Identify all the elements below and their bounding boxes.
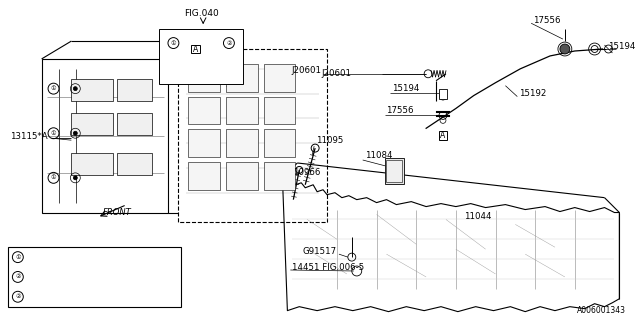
- Bar: [385, 158, 404, 184]
- Circle shape: [74, 131, 77, 135]
- Bar: [226, 162, 258, 190]
- Text: 15192: 15192: [519, 89, 547, 98]
- Bar: [226, 64, 258, 92]
- Bar: [71, 153, 113, 175]
- Text: ①: ①: [51, 175, 56, 180]
- Bar: [117, 79, 152, 100]
- Text: 17556: 17556: [533, 16, 561, 25]
- Bar: [188, 64, 220, 92]
- Polygon shape: [282, 178, 620, 312]
- Text: J20601: J20601: [321, 69, 351, 78]
- Text: G91517: G91517: [303, 247, 337, 256]
- Text: J40811 (’13MY1304-): J40811 (’13MY1304-): [32, 292, 115, 301]
- Bar: [264, 162, 295, 190]
- Bar: [264, 97, 295, 124]
- Text: ②: ②: [15, 294, 20, 299]
- Text: ①: ①: [171, 41, 176, 45]
- Text: 15194: 15194: [609, 42, 636, 51]
- Bar: [179, 49, 327, 222]
- Bar: [188, 162, 220, 190]
- Text: FIG.040: FIG.040: [184, 9, 218, 18]
- Text: 14451 FIG.006-5: 14451 FIG.006-5: [292, 262, 365, 272]
- Text: 11044: 11044: [464, 212, 492, 221]
- Bar: [159, 29, 243, 84]
- Text: J20883: J20883: [32, 252, 61, 262]
- Text: ②: ②: [15, 275, 20, 279]
- Bar: [226, 129, 258, 157]
- Bar: [117, 153, 152, 175]
- Text: ①: ①: [51, 86, 56, 91]
- Bar: [188, 129, 220, 157]
- Bar: [226, 97, 258, 124]
- Text: 11095: 11095: [316, 136, 344, 145]
- Text: J20884 <-’13MY1303>: J20884 <-’13MY1303>: [32, 272, 122, 281]
- Text: A: A: [193, 44, 198, 53]
- Circle shape: [560, 44, 570, 54]
- Text: 15194: 15194: [392, 84, 420, 93]
- Bar: [191, 44, 200, 53]
- Circle shape: [74, 87, 77, 91]
- Text: 17556: 17556: [387, 106, 414, 115]
- Text: FRONT: FRONT: [103, 208, 132, 217]
- Bar: [439, 89, 447, 99]
- Bar: [188, 97, 220, 124]
- Bar: [71, 113, 113, 135]
- Text: A: A: [440, 131, 445, 140]
- Text: J20601: J20601: [291, 66, 321, 75]
- Text: 10966: 10966: [293, 168, 321, 177]
- Bar: [264, 64, 295, 92]
- Text: ①: ①: [15, 255, 20, 260]
- Bar: [71, 79, 113, 100]
- Circle shape: [74, 176, 77, 180]
- Bar: [264, 129, 295, 157]
- Bar: [438, 131, 447, 140]
- Text: ②: ②: [226, 41, 232, 45]
- Text: ①: ①: [51, 131, 56, 136]
- Bar: [8, 247, 181, 307]
- Bar: [387, 160, 403, 182]
- Text: 11084: 11084: [365, 150, 392, 160]
- Text: A006001343: A006001343: [577, 306, 627, 315]
- Bar: [117, 113, 152, 135]
- Text: 13115*A: 13115*A: [10, 132, 47, 141]
- Bar: [42, 59, 168, 212]
